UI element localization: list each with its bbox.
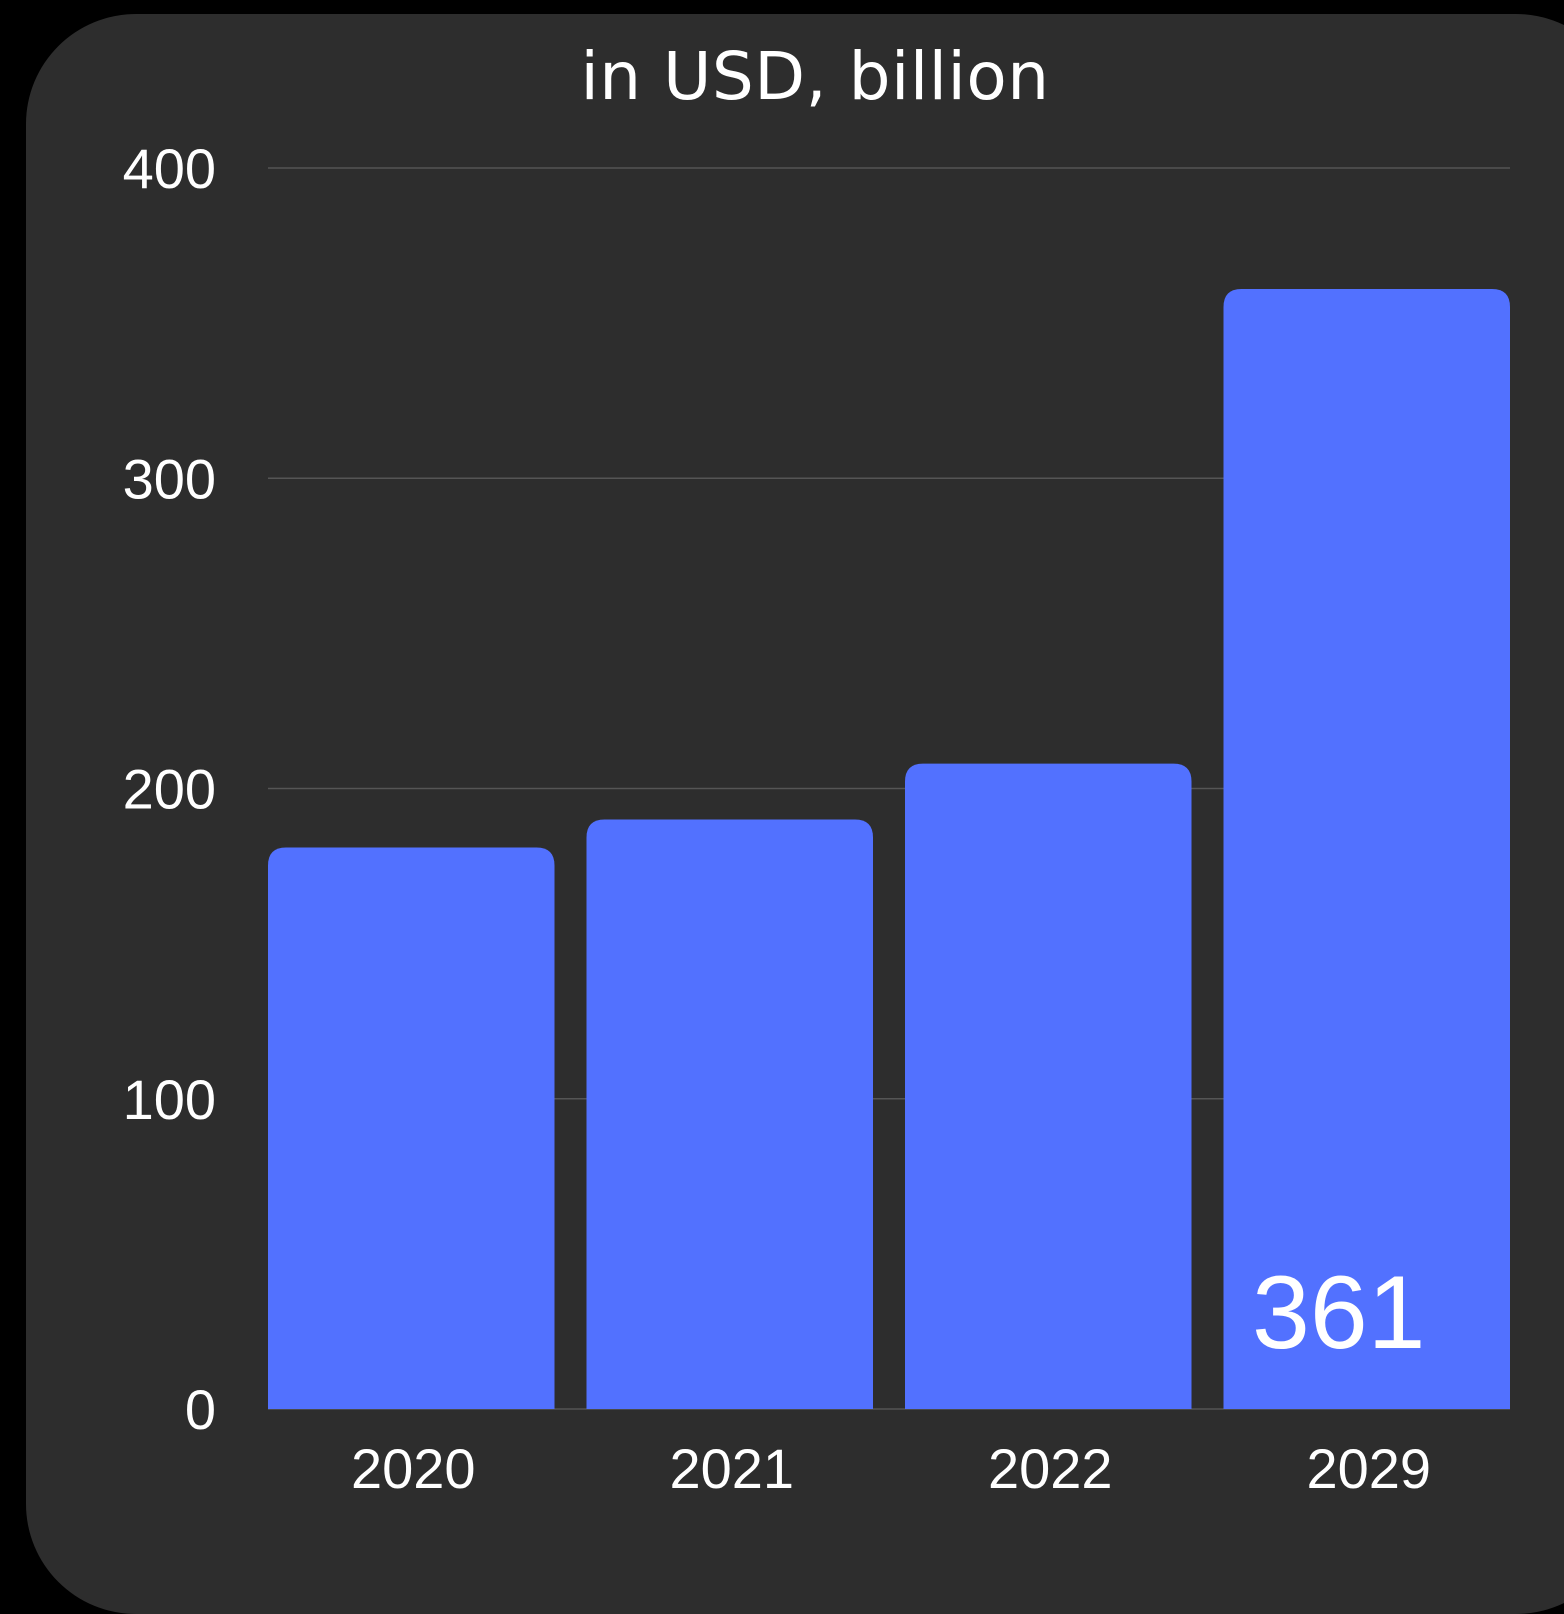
bar-2022 (905, 763, 1192, 1409)
bar-chart: 0 100 200 300 400 2020 2021 2022 2029 361 (123, 137, 1510, 1500)
y-tick-label: 0 (185, 1378, 216, 1441)
chart-title: in USD, billion (580, 38, 1050, 115)
x-tick-label: 2020 (351, 1437, 476, 1500)
bars (268, 288, 1510, 1409)
x-tick-label: 2022 (988, 1437, 1113, 1500)
x-tick-label: 2021 (669, 1437, 794, 1500)
data-labels: 361 (1252, 1255, 1426, 1371)
data-label-2029: 361 (1252, 1255, 1426, 1371)
y-tick-label: 300 (123, 447, 216, 510)
bar-2021 (586, 819, 873, 1409)
x-tick-label: 2029 (1306, 1437, 1431, 1500)
y-axis-tick-labels: 0 100 200 300 400 (123, 137, 216, 1441)
bar-2029 (1223, 288, 1510, 1409)
y-tick-label: 100 (123, 1068, 216, 1131)
x-axis-tick-labels: 2020 2021 2022 2029 (351, 1437, 1431, 1500)
y-tick-label: 200 (123, 758, 216, 821)
y-tick-label: 400 (123, 137, 216, 200)
bar-2020 (268, 847, 555, 1409)
